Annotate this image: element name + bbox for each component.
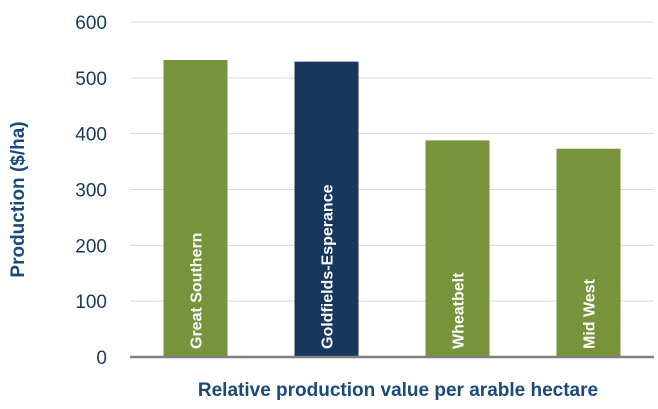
y-tick-label: 500	[75, 69, 107, 90]
y-tick-label: 0	[96, 348, 107, 369]
bar	[294, 61, 359, 358]
bar-category-label: Mid West	[582, 278, 599, 349]
y-tick-label: 200	[75, 236, 107, 257]
bar	[425, 140, 490, 357]
bar	[163, 59, 228, 357]
y-ticks: 0 100 200 300 400 500 600	[75, 13, 107, 369]
bar-category-label: Great Southern	[189, 233, 206, 349]
bar-category-label: Goldfields-Esperance	[320, 184, 337, 349]
x-axis-title: Relative production value per arable hec…	[198, 380, 598, 401]
y-tick-label: 100	[75, 292, 107, 313]
y-tick-label: 600	[75, 13, 107, 34]
bar	[556, 148, 621, 357]
y-tick-label: 300	[75, 181, 107, 202]
bar-category-label: Wheatbelt	[451, 272, 468, 349]
y-axis-title: Production ($/ha)	[8, 121, 29, 277]
bars: Great Southern Goldfields-Esperance Wheatb…	[163, 59, 621, 358]
y-tick-label: 400	[75, 125, 107, 146]
